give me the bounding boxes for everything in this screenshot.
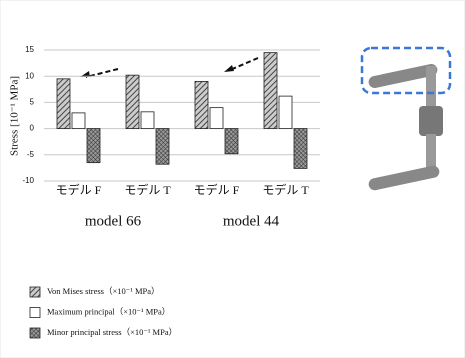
bar	[126, 75, 139, 128]
y-tick-label: 15	[25, 45, 34, 54]
bar	[141, 112, 154, 129]
legend-label: Von Mises stress（×10⁻¹ MPa）	[47, 286, 160, 296]
x-tick-label: モデル F	[194, 182, 240, 197]
bar	[195, 81, 208, 128]
legend-swatch	[30, 308, 40, 318]
y-tick-label: 10	[25, 71, 34, 80]
bar	[156, 129, 169, 165]
bar	[210, 108, 223, 129]
screenshot: Stress [10⁻¹ MPa] -10 -5 0 5 10 15 モデル F モデル T モ…	[0, 0, 465, 358]
bar	[87, 129, 100, 163]
group-label: model 66	[85, 213, 142, 229]
bar	[264, 53, 277, 129]
legend-swatch	[30, 328, 40, 338]
legend-label: Minor principal stress（×10⁻¹ MPa）	[47, 327, 177, 337]
bar	[57, 79, 70, 129]
x-tick-label: モデル T	[262, 182, 309, 197]
x-tick-label: モデル F	[56, 182, 102, 197]
legend-label: Maximum principal（×10⁻¹ MPa）	[47, 306, 170, 316]
y-tick-label: -10	[22, 176, 34, 185]
bar	[225, 129, 238, 154]
x-tick-label: モデル T	[124, 182, 171, 197]
bar	[72, 113, 85, 129]
y-tick-label: 0	[30, 124, 35, 133]
y-axis-label: Stress [10⁻¹ MPa]	[9, 76, 21, 156]
y-tick-label: 5	[30, 98, 35, 107]
legend-swatch	[30, 287, 40, 297]
bar	[294, 129, 307, 169]
y-tick-label: -5	[27, 150, 35, 159]
bar	[279, 96, 292, 128]
group-label: model 44	[223, 213, 280, 229]
